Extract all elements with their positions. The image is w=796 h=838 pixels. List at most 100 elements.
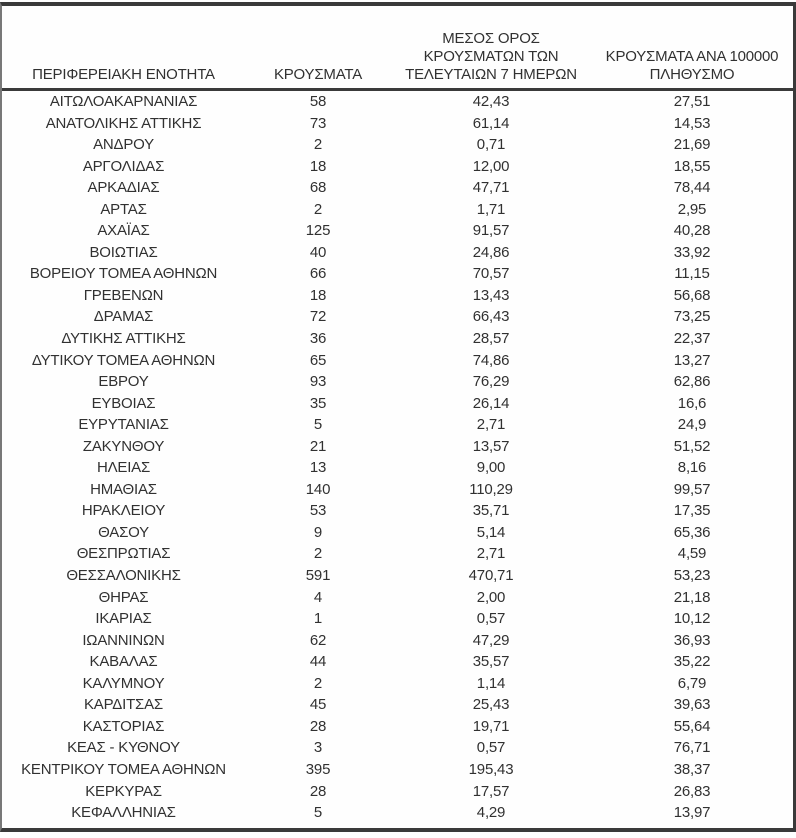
table-row: ΑΝΑΤΟΛΙΚΗΣ ΑΤΤΙΚΗΣ 73 61,14 14,53 — [2, 113, 793, 135]
avg-7-days-cell: 47,29 — [472, 631, 510, 649]
cases-per-100000-cell: 16,6 — [677, 394, 707, 412]
regional-unit-cell: ΔΡΑΜΑΣ — [93, 308, 154, 326]
cases-per-100000-cell: 39,63 — [673, 696, 711, 714]
avg-7-days-cell: 195,43 — [468, 760, 514, 778]
cases-cell: 40 — [309, 243, 327, 261]
cases-cell: 44 — [309, 653, 327, 671]
avg-7-days-cell: 2,71 — [476, 545, 506, 563]
header-row: ΠΕΡΙΦΕΡΕΙΑΚΗ ΕΝΟΤΗΤΑ ΚΡΟΥΣΜΑΤΑ ΜΕΣΟΣ ΟΡΟ… — [2, 6, 793, 91]
avg-7-days-cell: 47,71 — [472, 179, 510, 197]
cases-cell: 2 — [313, 545, 323, 563]
cases-per-100000-cell: 10,12 — [673, 610, 711, 628]
cases-cell: 28 — [309, 782, 327, 800]
cases-cell: 21 — [309, 437, 327, 455]
table-row: ΑΡΤΑΣ 2 1,71 2,95 — [2, 199, 793, 221]
cases-per-100000-cell: 27,51 — [673, 93, 711, 110]
avg-7-days-cell: 66,43 — [472, 308, 510, 326]
avg-7-days-cell: 2,71 — [476, 416, 506, 434]
cases-cell: 93 — [309, 373, 327, 391]
table-row: ΕΒΡΟΥ 93 76,29 62,86 — [2, 371, 793, 393]
avg-7-days-cell: 13,43 — [472, 286, 510, 304]
regional-unit-cell: ΚΕΝΤΡΙΚΟΥ ΤΟΜΕΑ ΑΘΗΝΩΝ — [21, 760, 226, 778]
avg-7-days-cell: 1,14 — [476, 674, 506, 692]
cases-cell: 395 — [305, 760, 331, 778]
cases-cell: 65 — [309, 351, 327, 369]
table-row: ΚΑΛΥΜΝΟΥ 2 1,14 6,79 — [2, 673, 793, 695]
table-row: ΒΟΡΕΙΟΥ ΤΟΜΕΑ ΑΘΗΝΩΝ 66 70,57 11,15 — [2, 263, 793, 285]
regional-unit-cell: ΔΥΤΙΚΗΣ ΑΤΤΙΚΗΣ — [61, 330, 186, 348]
regional-unit-cell: ΙΚΑΡΙΑΣ — [95, 610, 152, 628]
cases-per-100000-cell: 38,37 — [673, 760, 711, 778]
regional-unit-cell: ΑΡΤΑΣ — [100, 200, 147, 218]
avg-7-days-cell: 91,57 — [472, 222, 510, 240]
table-row: ΑΝΔΡΟΥ 2 0,71 21,69 — [2, 134, 793, 156]
avg-7-days-cell: 17,57 — [472, 782, 510, 800]
table-row: ΘΗΡΑΣ 4 2,00 21,18 — [2, 587, 793, 609]
cases-per-100000-cell: 35,22 — [673, 653, 711, 671]
table-row: ΚΑΣΤΟΡΙΑΣ 28 19,71 55,64 — [2, 716, 793, 738]
table-row: ΗΜΑΘΙΑΣ 140 110,29 99,57 — [2, 479, 793, 501]
table-row: ΓΡΕΒΕΝΩΝ 18 13,43 56,68 — [2, 285, 793, 307]
regional-unit-cell: ΗΛΕΙΑΣ — [96, 459, 151, 477]
cases-cell: 1 — [313, 610, 323, 628]
regional-unit-cell: ΙΩΑΝΝΙΝΩΝ — [82, 631, 165, 649]
regional-unit-cell: ΘΗΡΑΣ — [98, 588, 149, 606]
avg-7-days-cell: 35,71 — [472, 502, 510, 520]
avg-7-days-cell: 74,86 — [472, 351, 510, 369]
avg-7-days-cell: 35,57 — [472, 653, 510, 671]
col-header-avg-7-days: ΜΕΣΟΣ ΟΡΟΣ ΚΡΟΥΣΜΑΤΩΝ ΤΩΝ ΤΕΛΕΥΤΑΙΩΝ 7 Η… — [391, 6, 591, 91]
regional-unit-cell: ΘΑΣΟΥ — [98, 523, 149, 541]
col-header-cases-per-100000: ΚΡΟΥΣΜΑΤΑ ΑΝΑ 100000 ΠΛΗΘΥΣΜΟ — [591, 6, 793, 91]
avg-7-days-cell: 0,57 — [476, 610, 506, 628]
cases-per-100000-cell: 73,25 — [673, 308, 711, 326]
table-row: ΚΕΑΣ - ΚΥΘΝΟΥ 3 0,57 76,71 — [2, 737, 793, 759]
cases-cell: 53 — [309, 502, 327, 520]
table-body: ΑΙΤΩΛΟΑΚΑΡΝΑΝΙΑΣ 58 42,43 27,51 ΑΝΑΤΟΛΙΚΗΣ Α… — [2, 90, 793, 824]
cases-per-100000-cell: 55,64 — [673, 717, 711, 735]
cases-per-100000-cell: 4,59 — [677, 545, 707, 563]
regional-unit-cell: ΕΒΡΟΥ — [98, 373, 149, 391]
cases-per-100000-cell: 65,36 — [673, 523, 711, 541]
cases-per-100000-cell: 8,16 — [677, 459, 707, 477]
cases-cell: 13 — [309, 459, 327, 477]
table-row: ΔΡΑΜΑΣ 72 66,43 73,25 — [2, 306, 793, 328]
cases-cell: 73 — [309, 114, 327, 132]
regional-unit-cell: ΒΟΙΩΤΙΑΣ — [89, 243, 158, 261]
cases-cell: 18 — [309, 286, 327, 304]
regional-unit-cell: ΖΑΚΥΝΘΟΥ — [82, 437, 165, 455]
regional-unit-cell: ΗΜΑΘΙΑΣ — [90, 480, 157, 498]
cases-per-100000-cell: 24,9 — [677, 416, 707, 434]
table-row: ΚΑΡΔΙΤΣΑΣ 45 25,43 39,63 — [2, 694, 793, 716]
cases-per-100000-cell: 21,69 — [673, 136, 711, 154]
cases-per-100000-cell: 22,37 — [673, 330, 711, 348]
table-row: ΒΟΙΩΤΙΑΣ 40 24,86 33,92 — [2, 242, 793, 264]
avg-7-days-cell: 24,86 — [472, 243, 510, 261]
regional-unit-cell: ΚΑΛΥΜΝΟΥ — [82, 674, 165, 692]
table-row: ΘΕΣΠΡΩΤΙΑΣ 2 2,71 4,59 — [2, 543, 793, 565]
cases-cell: 2 — [313, 136, 323, 154]
table-row: ΕΥΒΟΙΑΣ 35 26,14 16,6 — [2, 393, 793, 415]
avg-7-days-cell: 25,43 — [472, 696, 510, 714]
cases-cell: 140 — [305, 480, 331, 498]
avg-7-days-cell: 2,00 — [476, 588, 506, 606]
regional-unit-cell: ΘΕΣΣΑΛΟΝΙΚΗΣ — [66, 567, 181, 585]
cases-per-100000-cell: 11,15 — [674, 265, 710, 283]
table-row: ΚΑΒΑΛΑΣ 44 35,57 35,22 — [2, 651, 793, 673]
cases-cell: 36 — [309, 330, 327, 348]
avg-7-days-cell: 5,14 — [476, 523, 506, 541]
cases-per-100000-cell: 14,53 — [673, 114, 711, 132]
cases-cell: 2 — [313, 200, 323, 218]
table-row: ΗΛΕΙΑΣ 13 9,00 8,16 — [2, 457, 793, 479]
cases-cell: 28 — [309, 717, 327, 735]
table-row: ΕΥΡΥΤΑΝΙΑΣ 5 2,71 24,9 — [2, 414, 793, 436]
table-row: ΑΡΓΟΛΙΔΑΣ 18 12,00 18,55 — [2, 156, 793, 178]
table-row: ΚΕΝΤΡΙΚΟΥ ΤΟΜΕΑ ΑΘΗΝΩΝ 395 195,43 38,37 — [2, 759, 793, 781]
cases-per-100000-cell: 33,92 — [673, 243, 711, 261]
regional-unit-cell: ΑΙΤΩΛΟΑΚΑΡΝΑΝΙΑΣ — [49, 93, 198, 110]
avg-7-days-cell: 470,71 — [468, 567, 514, 585]
regional-unit-cell: ΔΥΤΙΚΟΥ ΤΟΜΕΑ ΑΘΗΝΩΝ — [31, 351, 216, 369]
cases-per-100000-cell: 2,95 — [677, 200, 707, 218]
cases-per-100000-cell: 6,79 — [677, 674, 707, 692]
avg-7-days-cell: 1,71 — [476, 200, 506, 218]
